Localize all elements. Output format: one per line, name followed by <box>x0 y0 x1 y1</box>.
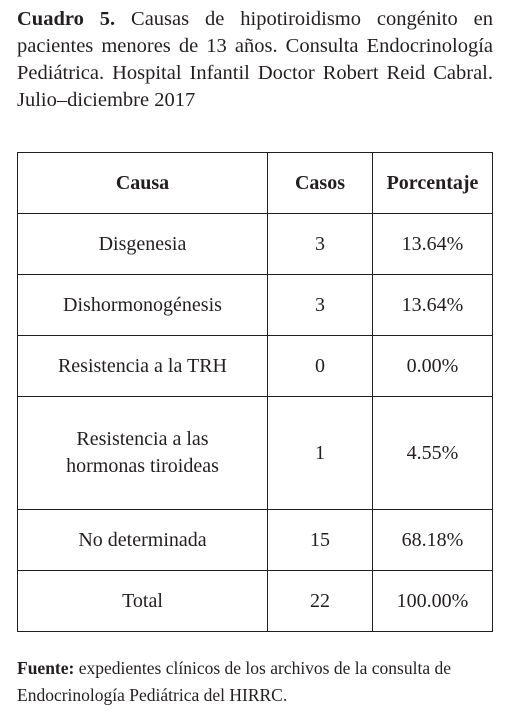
table-cell: Total <box>17 570 268 632</box>
table-cell: 13.64% <box>372 274 493 336</box>
cell-text: 15 <box>310 528 330 551</box>
cell-text: Resistencia a la TRH <box>57 354 228 377</box>
table-cell: Resistencia a la TRH <box>17 335 268 397</box>
cell-text: Dishormonogénesis <box>63 293 222 316</box>
table-cell: 0.00% <box>372 335 493 397</box>
cell-text: Total <box>122 589 163 612</box>
table-row: Resistencia a las hormonas tiroideas 1 4.5… <box>17 396 493 510</box>
source: Fuente: expedientes clínicos de los arch… <box>17 655 497 709</box>
cell-text: 0 <box>315 354 325 377</box>
header-row: Causa Casos Porcentaje <box>17 152 493 214</box>
source-label: Fuente: <box>17 658 75 678</box>
table-cell: 3 <box>267 274 373 336</box>
caption-label: Cuadro 5. <box>17 8 116 30</box>
header-cell: Causa <box>17 152 268 214</box>
table-cell: 100.00% <box>372 570 493 632</box>
header-cell: Casos <box>267 152 373 214</box>
source-text: expedientes clínicos de los archivos de … <box>17 658 451 705</box>
table-cell: Resistencia a las hormonas tiroideas <box>17 396 268 510</box>
cell-text: 3 <box>315 293 325 316</box>
cell-text: 13.64% <box>401 232 464 255</box>
table-cell: 1 <box>267 396 373 510</box>
table-cell: Dishormonogénesis <box>17 274 268 336</box>
cell-text: Resistencia a las hormonas tiroideas <box>66 428 219 477</box>
cell-text: 1 <box>315 441 325 464</box>
table-cell: Disgenesia <box>17 213 268 275</box>
cell-text: 3 <box>315 232 325 255</box>
table-cell: 15 <box>267 509 373 571</box>
table-row: Disgenesia 3 13.64% <box>17 213 493 275</box>
table-body: Disgenesia 3 13.64% Dishormonogénesis 3 13.64… <box>17 213 493 632</box>
table-cell: 13.64% <box>372 213 493 275</box>
table: Causa Casos Porcentaje Disgenesia 3 13.64%… <box>17 152 493 632</box>
cell-text: 0.00% <box>406 354 459 377</box>
cell-text: 4.55% <box>406 441 459 464</box>
table-cell: 3 <box>267 213 373 275</box>
cell-text: 68.18% <box>401 528 464 551</box>
table-row: Total 22 100.00% <box>17 570 493 632</box>
table-cell: 22 <box>267 570 373 632</box>
header-cell: Porcentaje <box>372 152 493 214</box>
cell-text: 13.64% <box>401 293 464 316</box>
table-row: Resistencia a la TRH 0 0.00% <box>17 335 493 397</box>
table-cell: 68.18% <box>372 509 493 571</box>
cell-text: 22 <box>310 589 330 612</box>
table-cell: 4.55% <box>372 396 493 510</box>
table-row: Dishormonogénesis 3 13.64% <box>17 274 493 336</box>
table-row: No determinada 15 68.18% <box>17 509 493 571</box>
table-cell: 0 <box>267 335 373 397</box>
caption-text: Causas de hipotiroidismo congénito en pa… <box>17 8 493 111</box>
table-cell: No determinada <box>17 509 268 571</box>
cell-text: No determinada <box>78 528 207 551</box>
cell-text: Disgenesia <box>98 232 187 255</box>
cell-text: 100.00% <box>396 589 469 612</box>
caption: Cuadro 5. Causas de hipotiroidismo congé… <box>17 6 493 114</box>
